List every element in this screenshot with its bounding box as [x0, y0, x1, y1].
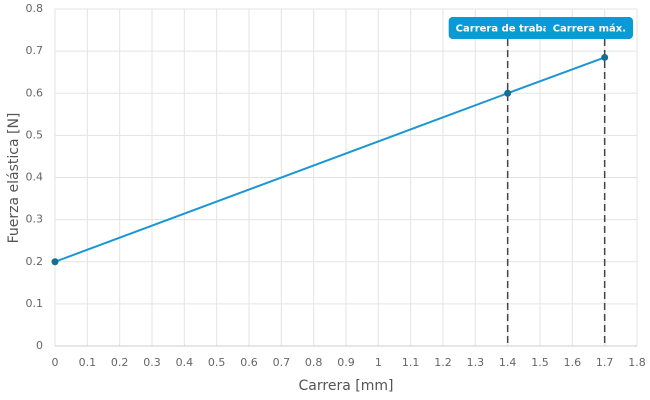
- annotation-box: [448, 17, 567, 39]
- x-tick-label: 0.7: [273, 356, 291, 369]
- x-tick-label: 1.1: [402, 356, 420, 369]
- x-tick-label: 1: [375, 356, 382, 369]
- point: [504, 89, 512, 97]
- x-tick-label: 1.2: [434, 356, 452, 369]
- y-tick-label: 0.2: [26, 255, 44, 268]
- annotation-text: Carrera máx.: [553, 23, 626, 35]
- y-tick-label: 0.7: [26, 44, 44, 57]
- y-axis-title: Fuerza elástica [N]: [6, 113, 22, 244]
- annotation-box: [545, 17, 633, 39]
- x-axis-title: Carrera [mm]: [299, 378, 394, 394]
- line: [54, 56, 606, 263]
- x-tick-label: 1.6: [564, 356, 582, 369]
- x-tick-label: 0: [52, 356, 59, 369]
- point: [601, 53, 609, 61]
- y-tick-label: 0.4: [26, 171, 44, 184]
- x-tick-label: 0.1: [79, 356, 97, 369]
- x-tick-label: 0.9: [337, 356, 355, 369]
- y-tick-label: 0.5: [26, 128, 44, 141]
- y-tick-label: 0.8: [26, 2, 44, 15]
- x-tick-label: 0.6: [240, 356, 258, 369]
- annotation-label: Carrera de trabajo: [448, 17, 567, 39]
- x-tick-label: 1.5: [531, 356, 549, 369]
- y-tick-label: 0.6: [26, 86, 44, 99]
- x-tick-label: 0.3: [143, 356, 161, 369]
- x-tick-label: 1.7: [596, 356, 614, 369]
- y-tick-label: 0: [36, 339, 43, 352]
- annotation-text: Carrera de trabajo: [456, 24, 560, 35]
- x-tick-label: 0.2: [111, 356, 129, 369]
- x-tick-label: 1.8: [628, 356, 646, 369]
- x-tick-label: 1.3: [467, 356, 485, 369]
- annotation-label: Carrera máx.: [545, 17, 633, 39]
- x-tick-label: 0.4: [176, 356, 194, 369]
- y-tick-label: 0.3: [26, 213, 44, 226]
- x-tick-label: 1.4: [499, 356, 517, 369]
- x-tick-label: 0.8: [305, 356, 323, 369]
- point: [51, 258, 59, 266]
- x-tick-label: 0.5: [208, 356, 226, 369]
- y-tick-label: 0.1: [26, 297, 44, 310]
